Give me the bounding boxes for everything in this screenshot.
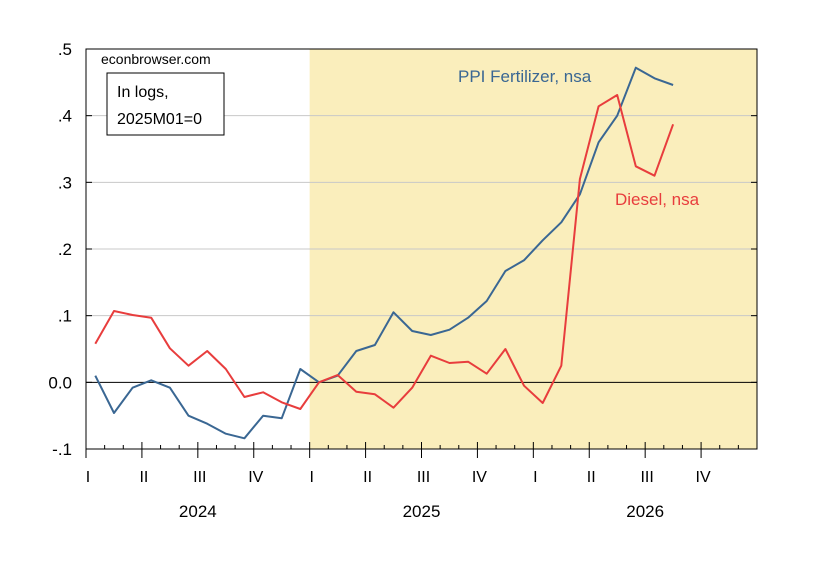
note-box: In logs, 2025M01=0 xyxy=(106,72,225,136)
quarter-label: III xyxy=(640,469,653,486)
y-tick-label: .2 xyxy=(58,240,72,259)
series-line-ppi-fertilizer xyxy=(94,66,674,440)
quarter-label: III xyxy=(417,469,430,486)
series-label-ppi: PPI Fertilizer, nsa xyxy=(458,67,592,86)
y-tick-label: .3 xyxy=(58,173,72,192)
quarter-label: II xyxy=(587,469,596,486)
series-label-diesel: Diesel, nsa xyxy=(615,190,700,209)
note-line-1: In logs, xyxy=(117,84,169,101)
year-label: 2026 xyxy=(626,502,664,521)
y-tick-label: .1 xyxy=(58,307,72,326)
y-tick-label: .4 xyxy=(58,107,72,126)
y-tick-label: 0.0 xyxy=(48,373,72,392)
y-axis: .5 .4 .3 .2 .1 0.0 -.1 xyxy=(48,40,757,459)
year-label: 2025 xyxy=(403,502,441,521)
quarter-label: I xyxy=(309,469,313,486)
year-label: 2024 xyxy=(179,502,217,521)
y-tick-label: -.1 xyxy=(52,440,72,459)
note-box-frame xyxy=(106,72,225,136)
quarter-label: II xyxy=(139,469,148,486)
quarter-label: I xyxy=(86,469,90,486)
source-label: econbrowser.com xyxy=(101,51,211,67)
quarter-label: I xyxy=(533,469,537,486)
quarter-label: II xyxy=(363,469,372,486)
quarter-label: IV xyxy=(696,469,711,486)
note-line-2: 2025M01=0 xyxy=(117,111,202,128)
y-tick-label: .5 xyxy=(58,40,72,59)
quarter-label: IV xyxy=(248,469,263,486)
series-lines xyxy=(94,66,675,440)
series-line-diesel xyxy=(94,94,675,410)
quarter-label: IV xyxy=(472,469,487,486)
quarter-label: III xyxy=(193,469,206,486)
